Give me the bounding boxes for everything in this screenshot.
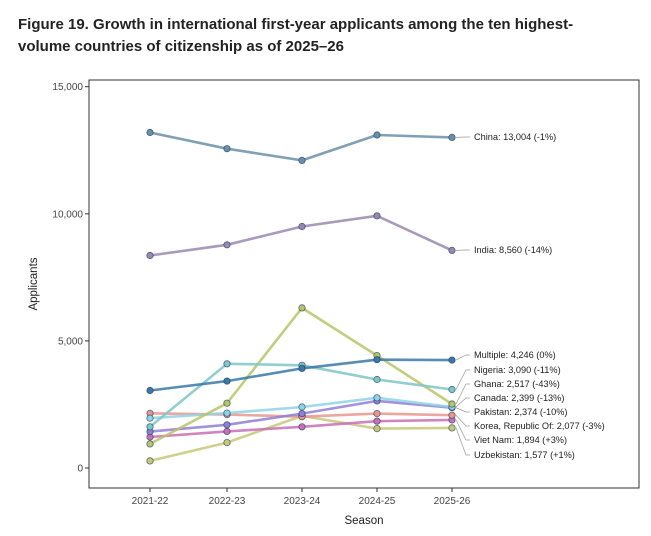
data-point-multiple bbox=[146, 386, 154, 395]
series-points bbox=[146, 128, 456, 465]
plot-panel bbox=[88, 79, 640, 489]
data-point-china bbox=[223, 145, 231, 153]
y-axis: 0 5,000 10,000 15,000 bbox=[52, 82, 89, 475]
label-leader-ghana bbox=[455, 383, 470, 405]
label-leader-viet-nam bbox=[455, 419, 470, 441]
y-tick-label: 10,000 bbox=[52, 209, 83, 220]
end-label-viet-nam: Viet Nam: 1,894 (+3%) bbox=[474, 435, 567, 445]
x-tick-label: 2022-23 bbox=[209, 496, 246, 507]
data-point-ghana bbox=[223, 399, 231, 407]
x-axis-title: Season bbox=[344, 515, 383, 527]
end-label-ghana: Ghana: 2,517 (-43%) bbox=[474, 379, 560, 389]
label-leader-pakistan bbox=[455, 407, 470, 413]
data-point-india bbox=[223, 241, 231, 249]
data-point-multiple bbox=[373, 356, 381, 364]
data-point-korea-republic-of bbox=[373, 409, 381, 418]
data-point-china bbox=[373, 131, 381, 139]
data-point-canada bbox=[146, 414, 154, 422]
data-point-uzbekistan bbox=[448, 424, 456, 432]
data-point-ghana bbox=[298, 304, 306, 312]
data-point-nigeria bbox=[448, 385, 456, 394]
data-point-ghana bbox=[448, 400, 456, 408]
data-point-uzbekistan bbox=[223, 438, 231, 447]
x-tick-label: 2023-24 bbox=[284, 496, 321, 507]
data-point-multiple bbox=[448, 356, 456, 364]
data-point-nigeria bbox=[146, 423, 154, 431]
data-point-pakistan bbox=[223, 421, 231, 429]
data-point-multiple bbox=[223, 377, 231, 385]
end-label-canada: Canada: 2,399 (-13%) bbox=[474, 393, 564, 403]
data-point-nigeria bbox=[373, 375, 381, 384]
end-label-nigeria: Nigeria: 3,090 (-11%) bbox=[474, 365, 561, 375]
y-tick-label: 15,000 bbox=[52, 82, 83, 93]
x-tick-label: 2025-26 bbox=[434, 496, 471, 507]
data-point-india bbox=[373, 212, 381, 220]
y-axis-title: Applicants bbox=[28, 257, 40, 310]
end-label-korea-republic-of: Korea, Republic Of: 2,077 (-3%) bbox=[474, 421, 605, 431]
data-point-india bbox=[298, 222, 306, 231]
data-point-korea-republic-of bbox=[448, 411, 456, 419]
chart-title: Figure 19. Growth in international first… bbox=[18, 16, 574, 55]
y-tick-label: 5,000 bbox=[58, 336, 83, 347]
data-point-canada bbox=[373, 394, 381, 402]
label-leader-nigeria bbox=[455, 369, 470, 390]
data-point-india bbox=[146, 251, 154, 260]
data-point-ghana bbox=[146, 440, 154, 448]
end-labels: China: 13,004 (-1%) India: 8,560 (-14%) Mu… bbox=[455, 132, 605, 460]
y-tick-label: 0 bbox=[77, 464, 83, 475]
data-point-viet-nam bbox=[298, 423, 306, 431]
data-point-nigeria bbox=[223, 360, 231, 368]
data-point-china bbox=[146, 128, 154, 137]
data-point-viet-nam bbox=[373, 417, 381, 425]
data-point-uzbekistan bbox=[146, 457, 154, 465]
data-point-china bbox=[298, 156, 306, 164]
x-tick-label: 2024-25 bbox=[359, 496, 396, 507]
end-label-india: India: 8,560 (-14%) bbox=[474, 245, 552, 255]
data-point-india bbox=[448, 246, 456, 254]
x-tick-label: 2021-22 bbox=[132, 496, 169, 507]
data-point-china bbox=[448, 133, 456, 141]
data-point-canada bbox=[298, 403, 306, 411]
end-label-china: China: 13,004 (-1%) bbox=[474, 132, 556, 142]
label-leader-uzbekistan bbox=[455, 427, 470, 456]
data-point-pakistan bbox=[298, 409, 306, 418]
end-label-multiple: Multiple: 4,246 (0%) bbox=[474, 350, 556, 360]
data-point-canada bbox=[223, 409, 231, 417]
label-leader-multiple bbox=[455, 354, 470, 361]
x-axis: 2021-22 2022-23 2023-24 2024-25 2025-26 bbox=[132, 488, 471, 507]
data-point-multiple bbox=[298, 364, 306, 372]
end-label-uzbekistan: Uzbekistan: 1,577 (+1%) bbox=[474, 450, 575, 460]
end-label-pakistan: Pakistan: 2,374 (-10%) bbox=[474, 407, 567, 417]
data-point-viet-nam bbox=[223, 427, 231, 435]
label-leader-canada bbox=[455, 397, 470, 408]
data-point-uzbekistan bbox=[373, 424, 381, 433]
label-leader-korea-republic-of bbox=[455, 414, 470, 427]
